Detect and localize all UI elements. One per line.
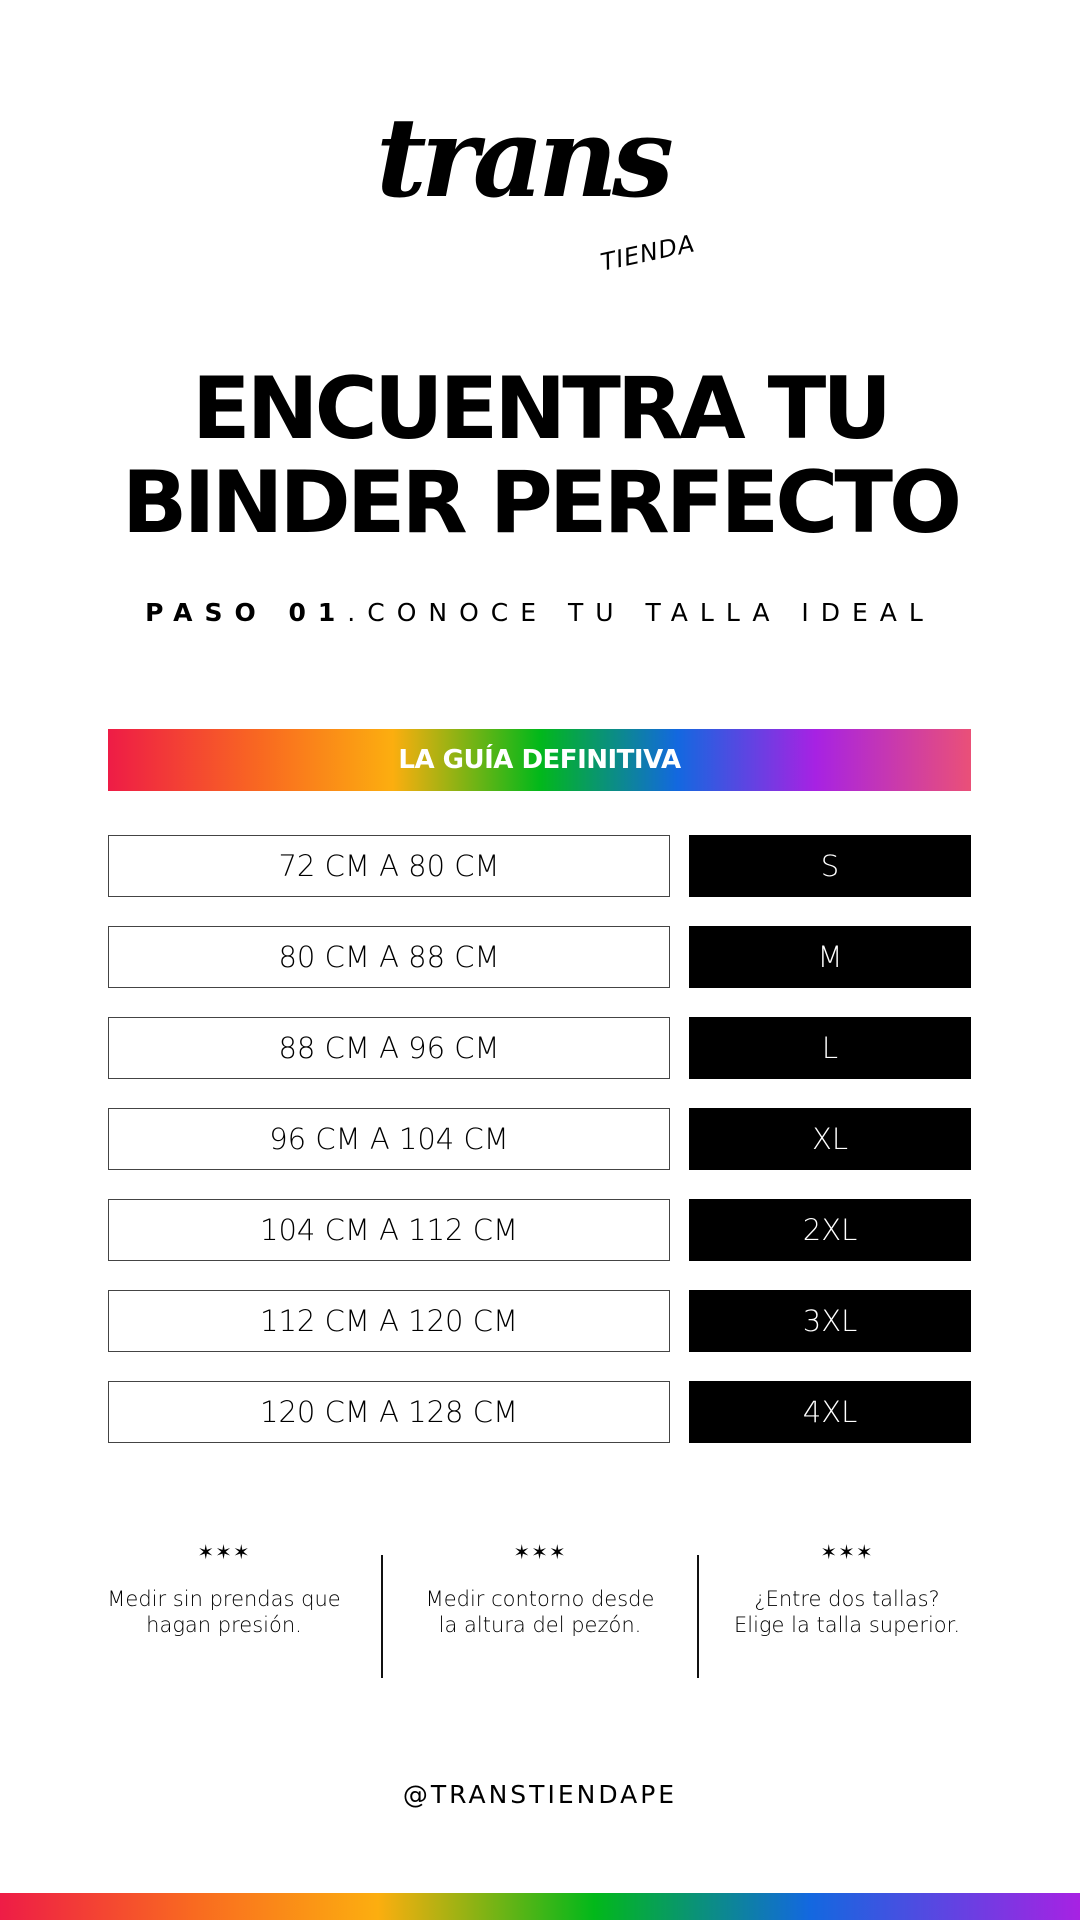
divider [697,1555,699,1678]
tip-text: Medir contorno desde la altura del pezón… [425,1587,655,1637]
brand-logo: trans TIENDA [370,103,700,277]
size-range: 88 CM A 96 CM [108,1017,670,1079]
size-range: 96 CM A 104 CM [108,1108,670,1170]
size-row: 96 CM A 104 CM XL [108,1108,971,1170]
title-line-1: ENCUENTRA TU [191,359,892,459]
size-row: 72 CM A 80 CM S [108,835,971,897]
tip-note: ✶✶✶ Medir contorno desde la altura del p… [420,1540,660,1638]
size-range: 120 CM A 128 CM [108,1381,670,1443]
size-row: 80 CM A 88 CM M [108,926,971,988]
subtitle: PASO 01.CONOCE TU TALLA IDEAL [0,598,1080,627]
size-row: 88 CM A 96 CM L [108,1017,971,1079]
guide-banner: LA GUÍA DEFINITIVA [108,729,971,791]
size-label: 4XL [689,1381,971,1443]
divider [381,1555,383,1678]
tip-text: Medir sin prendas que hagan presión. [107,1587,341,1637]
size-label: M [689,926,971,988]
subtitle-text: .CONOCE TU TALLA IDEAL [347,598,935,627]
size-label: 2XL [689,1199,971,1261]
size-range: 72 CM A 80 CM [108,835,670,897]
stars-icon: ✶✶✶ [197,1540,251,1564]
stars-icon: ✶✶✶ [820,1540,874,1564]
size-range: 112 CM A 120 CM [108,1290,670,1352]
subtitle-step: PASO 01 [145,598,348,627]
size-row: 104 CM A 112 CM 2XL [108,1199,971,1261]
page-title: ENCUENTRA TU BINDER PERFECTO [0,362,1080,550]
rainbow-bar [0,1893,1080,1920]
tip-note: ✶✶✶ Medir sin prendas que hagan presión. [104,1540,344,1638]
size-label: 3XL [689,1290,971,1352]
size-label: L [689,1017,971,1079]
logo-wordmark: trans [376,93,674,222]
size-label: XL [689,1108,971,1170]
size-range: 80 CM A 88 CM [108,926,670,988]
title-line-2: BINDER PERFECTO [121,453,962,553]
size-label: S [689,835,971,897]
size-range: 104 CM A 112 CM [108,1199,670,1261]
banner-label: LA GUÍA DEFINITIVA [398,745,681,775]
social-handle: @TRANSTIENDAPE [402,1780,678,1809]
tip-text: ¿Entre dos tallas? Elige la talla superi… [733,1587,961,1637]
stars-icon: ✶✶✶ [513,1540,567,1564]
tip-note: ✶✶✶ ¿Entre dos tallas? Elige la talla su… [727,1540,967,1638]
logo-subtext: TIENDA [598,229,698,277]
size-row: 120 CM A 128 CM 4XL [108,1381,971,1443]
size-row: 112 CM A 120 CM 3XL [108,1290,971,1352]
